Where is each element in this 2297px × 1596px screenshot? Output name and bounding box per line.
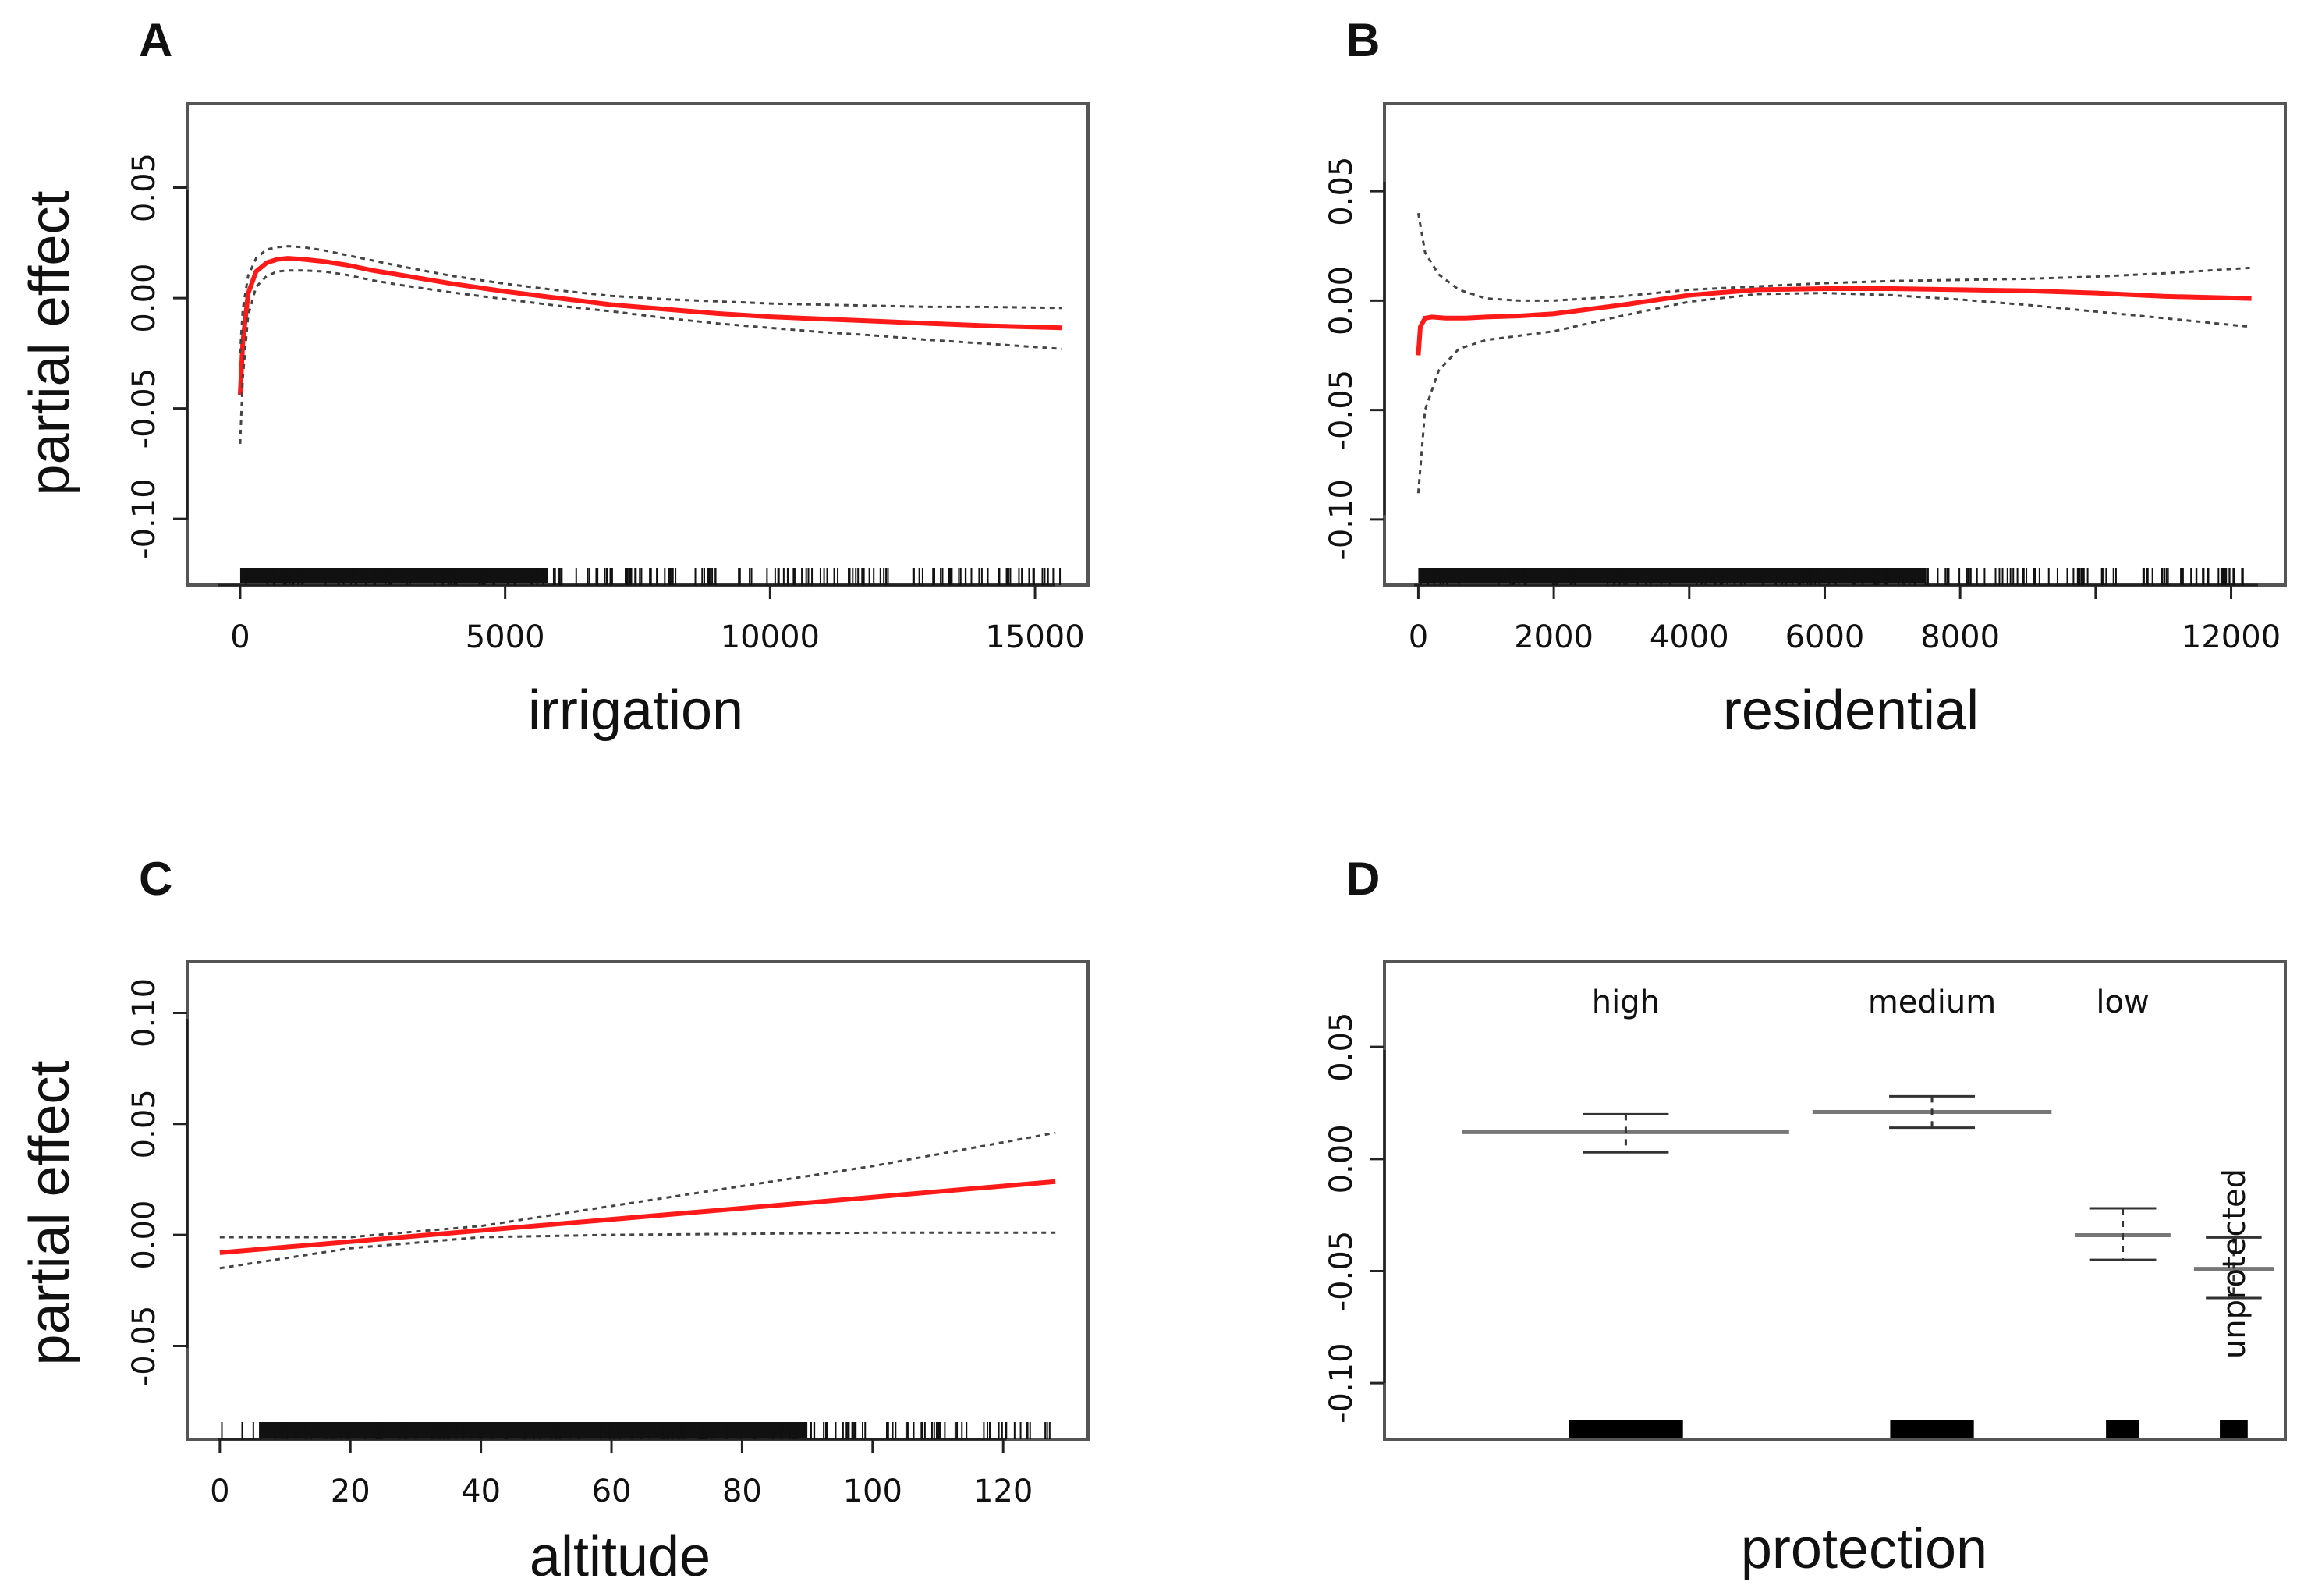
y-tick-label: -0.05 — [1324, 370, 1359, 451]
y-tick-label: -0.05 — [126, 368, 162, 449]
x-tick-label: 0 — [210, 1474, 229, 1509]
panel-d-rug — [1569, 1420, 2248, 1438]
x-tick-label: 12000 — [2182, 619, 2281, 655]
panel-d-category-labels: high medium low unprotected — [1592, 984, 2253, 1359]
panel-c-series — [219, 1131, 1056, 1270]
rug-block — [2220, 1420, 2248, 1438]
panel-c-y-title: partial effect — [19, 1061, 81, 1366]
panel-a-frame — [186, 102, 1090, 587]
lower-ci-line — [1416, 292, 2252, 494]
panel-a-series — [237, 245, 1062, 444]
panel-d-frame — [1383, 960, 2287, 1441]
panel-d-effects — [1462, 1094, 2274, 1300]
x-tick-label: 100 — [843, 1474, 902, 1509]
y-tick-label: 0.05 — [126, 1089, 162, 1158]
y-tick-label: 0.00 — [126, 264, 162, 333]
x-tick-label: 5000 — [466, 619, 545, 655]
panel-b-label: B — [1346, 14, 1380, 66]
x-tick-label: 40 — [461, 1474, 501, 1509]
rug-block — [2106, 1420, 2140, 1438]
upper-ci-line — [219, 1131, 1056, 1239]
category-label: medium — [1868, 984, 1996, 1020]
y-tick-label: 0.05 — [1324, 157, 1359, 226]
x-tick-label: 120 — [973, 1474, 1033, 1509]
upper-ci-line — [1416, 212, 2252, 302]
x-tick-label: 15000 — [985, 619, 1084, 655]
panel-b-series — [1416, 212, 2252, 494]
x-tick-label: 0 — [230, 619, 250, 655]
panel-a-x-title: irrigation — [528, 679, 743, 742]
x-tick-label: 8000 — [1920, 619, 2000, 655]
y-tick-label: -0.05 — [126, 1306, 162, 1387]
panel-c-rug — [221, 1422, 1051, 1439]
panel-d-y-ticks: -0.10 -0.05 0.00 0.05 — [1324, 1013, 1384, 1424]
x-tick-label: 4000 — [1650, 619, 1729, 655]
panel-d-label: D — [1346, 853, 1380, 905]
rug-dense-block — [1418, 568, 1927, 583]
panel-c-label: C — [139, 853, 172, 905]
y-tick-label: -0.10 — [1324, 1342, 1359, 1424]
y-tick-label: 0.05 — [126, 153, 162, 222]
upper-ci-line — [239, 245, 1062, 353]
rug-block — [1890, 1420, 1974, 1438]
fit-line — [1416, 286, 2252, 356]
panel-b-rug — [1418, 568, 2244, 585]
y-tick-label: 0.10 — [126, 978, 162, 1048]
category-label: high — [1592, 984, 1660, 1020]
panel-a-label: A — [139, 14, 172, 66]
category-label: low — [2096, 984, 2149, 1020]
y-tick-label: -0.10 — [1324, 479, 1359, 560]
y-tick-label: -0.05 — [1324, 1231, 1359, 1312]
panel-b-y-ticks: -0.10 -0.05 0.00 0.05 — [1324, 157, 1384, 560]
lower-ci-line — [219, 1231, 1056, 1270]
panel-a-rug — [239, 568, 1062, 585]
y-tick-label: 0.05 — [1324, 1013, 1359, 1082]
x-tick-label: 60 — [592, 1474, 632, 1509]
panel-b-x-ticks: 0 2000 4000 6000 8000 12000 — [1409, 585, 2281, 655]
lower-ci-line — [239, 269, 1062, 444]
panel-c-frame — [186, 960, 1090, 1441]
panel-a-x-ticks: 0 5000 10000 15000 — [230, 585, 1085, 655]
panel-d: D -0.10 -0.05 0.00 0.05 high medium low unprot… — [1324, 853, 2287, 1580]
panel-a-y-ticks: -0.10 -0.05 0.00 0.05 — [126, 153, 187, 559]
panel-d-x-title: protection — [1741, 1518, 1987, 1580]
x-tick-label: 6000 — [1785, 619, 1865, 655]
y-tick-label: 0.00 — [1324, 266, 1359, 335]
y-tick-label: -0.10 — [126, 478, 162, 559]
rug-block — [1569, 1420, 1683, 1438]
x-tick-label: 2000 — [1514, 619, 1593, 655]
x-tick-label: 80 — [722, 1474, 762, 1509]
y-tick-label: 0.00 — [1324, 1124, 1359, 1193]
panel-a: A -0.10 -0.05 0.00 0.05 0 5000 10000 15000 irr… — [19, 14, 1090, 742]
panel-b-x-title: residential — [1723, 679, 1979, 742]
panel-b: B -0.10 -0.05 0.00 0.05 0 2000 4000 6000 8000 12… — [1324, 14, 2287, 742]
category-label: unprotected — [2217, 1169, 2253, 1359]
x-tick-label: 20 — [331, 1474, 370, 1509]
panel-a-y-title: partial effect — [19, 191, 81, 496]
x-tick-label: 0 — [1409, 619, 1428, 655]
panel-b-frame — [1383, 102, 2287, 587]
panel-c-x-ticks: 0 20 40 60 80 100 120 — [210, 1439, 1033, 1509]
panel-c-x-title: altitude — [530, 1526, 711, 1588]
rug-dense-block — [239, 568, 548, 583]
fit-line — [237, 256, 1062, 395]
x-tick-label: 10000 — [721, 619, 820, 655]
panel-c-y-ticks: -0.05 0.00 0.05 0.10 — [126, 978, 187, 1386]
panel-c: C -0.05 0.00 0.05 0.10 0 20 40 60 80 100 120 alti… — [19, 853, 1090, 1588]
y-tick-label: 0.00 — [126, 1201, 162, 1270]
fit-line — [219, 1179, 1056, 1255]
